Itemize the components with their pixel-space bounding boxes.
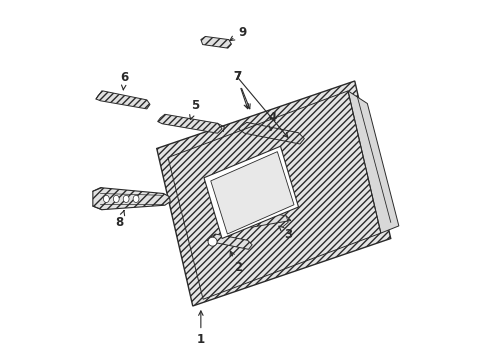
Polygon shape — [203, 146, 298, 239]
Ellipse shape — [133, 195, 139, 202]
Text: 1: 1 — [196, 311, 204, 346]
Text: 9: 9 — [229, 26, 246, 41]
Polygon shape — [347, 91, 398, 233]
Text: 7: 7 — [232, 70, 250, 109]
Text: 7: 7 — [232, 70, 248, 109]
Polygon shape — [157, 81, 390, 306]
Polygon shape — [238, 122, 304, 144]
Polygon shape — [96, 91, 150, 109]
Polygon shape — [244, 209, 290, 227]
Polygon shape — [157, 114, 222, 133]
Polygon shape — [210, 152, 293, 234]
Polygon shape — [93, 188, 170, 210]
Text: 6: 6 — [120, 71, 128, 90]
Ellipse shape — [113, 195, 119, 202]
Text: 2: 2 — [230, 251, 242, 274]
Ellipse shape — [103, 195, 109, 202]
Polygon shape — [201, 36, 231, 48]
Ellipse shape — [123, 195, 129, 202]
Text: 3: 3 — [278, 226, 292, 240]
Text: 5: 5 — [189, 99, 199, 120]
Polygon shape — [207, 234, 252, 249]
Circle shape — [207, 237, 217, 246]
Text: 4: 4 — [268, 111, 276, 131]
Text: 8: 8 — [116, 211, 124, 229]
